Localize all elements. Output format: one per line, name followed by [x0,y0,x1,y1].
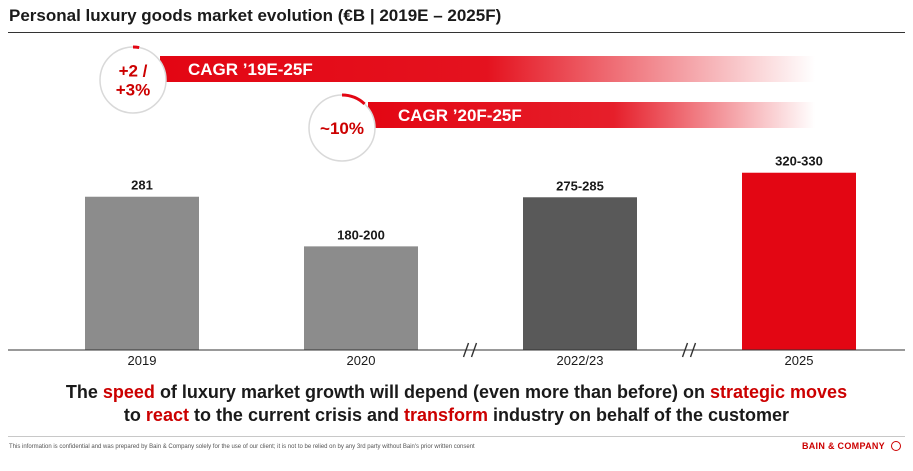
headline-line-1: The speed of luxury market growth will d… [0,381,913,403]
headline-text: to [123,405,146,425]
bar-2019 [85,196,199,350]
cagr-progress-arc [132,45,140,50]
footer-divider [8,436,905,437]
axis-break-icon [681,342,697,358]
cagr-arrow-band [160,56,815,82]
headline-text: industry on behalf of the customer [488,405,790,425]
headline-text: of luxury market growth will depend (eve… [154,382,711,402]
cagr-arrow-band [368,102,815,128]
bar-value-label: 320-330 [775,154,823,169]
x-tick-label: 2020 [347,353,376,368]
cagr-label: CAGR ’19E-25F [188,60,313,79]
headline-highlight-strategic-moves: strategic moves [710,382,848,402]
headline-highlight-speed: speed [102,382,155,402]
bar-value-label: 275-285 [556,178,604,193]
page-title: Personal luxury goods market evolution (… [9,6,502,25]
headline-text: to the current crisis and [188,405,405,425]
brand-mark-icon [891,441,901,451]
headline-highlight-react: react [145,405,189,425]
market-bar-chart: CAGR ’19E-25F +2 /+3% CAGR ’20F-25F ~10% 28… [8,45,905,368]
confidentiality-disclaimer: This information is confidential and was… [9,444,475,450]
cagr-label: CAGR ’20F-25F [398,106,522,125]
cagr-value: +2 / [119,62,148,81]
axis-break-icon [462,342,478,358]
cagr-value: ~10% [320,119,364,138]
cagr-value: +3% [116,81,151,100]
bar-value-label: 180-200 [337,227,385,242]
cagr-progress-arc [341,93,366,106]
headline-line-2: to react to the current crisis and trans… [0,404,913,426]
bar-value-label: 281 [131,178,153,193]
brand-logo-text: BAIN & COMPANY [801,441,885,451]
headline-highlight-transform: transform [404,405,489,425]
bar-2022-23 [523,197,637,350]
bar-2020 [304,246,418,350]
headline-text: The [65,382,103,402]
title-divider [8,32,905,33]
x-tick-label: 2019 [128,353,157,368]
x-tick-label: 2022/23 [557,353,604,368]
x-tick-label: 2025 [785,353,814,368]
bar-2025 [742,172,856,350]
